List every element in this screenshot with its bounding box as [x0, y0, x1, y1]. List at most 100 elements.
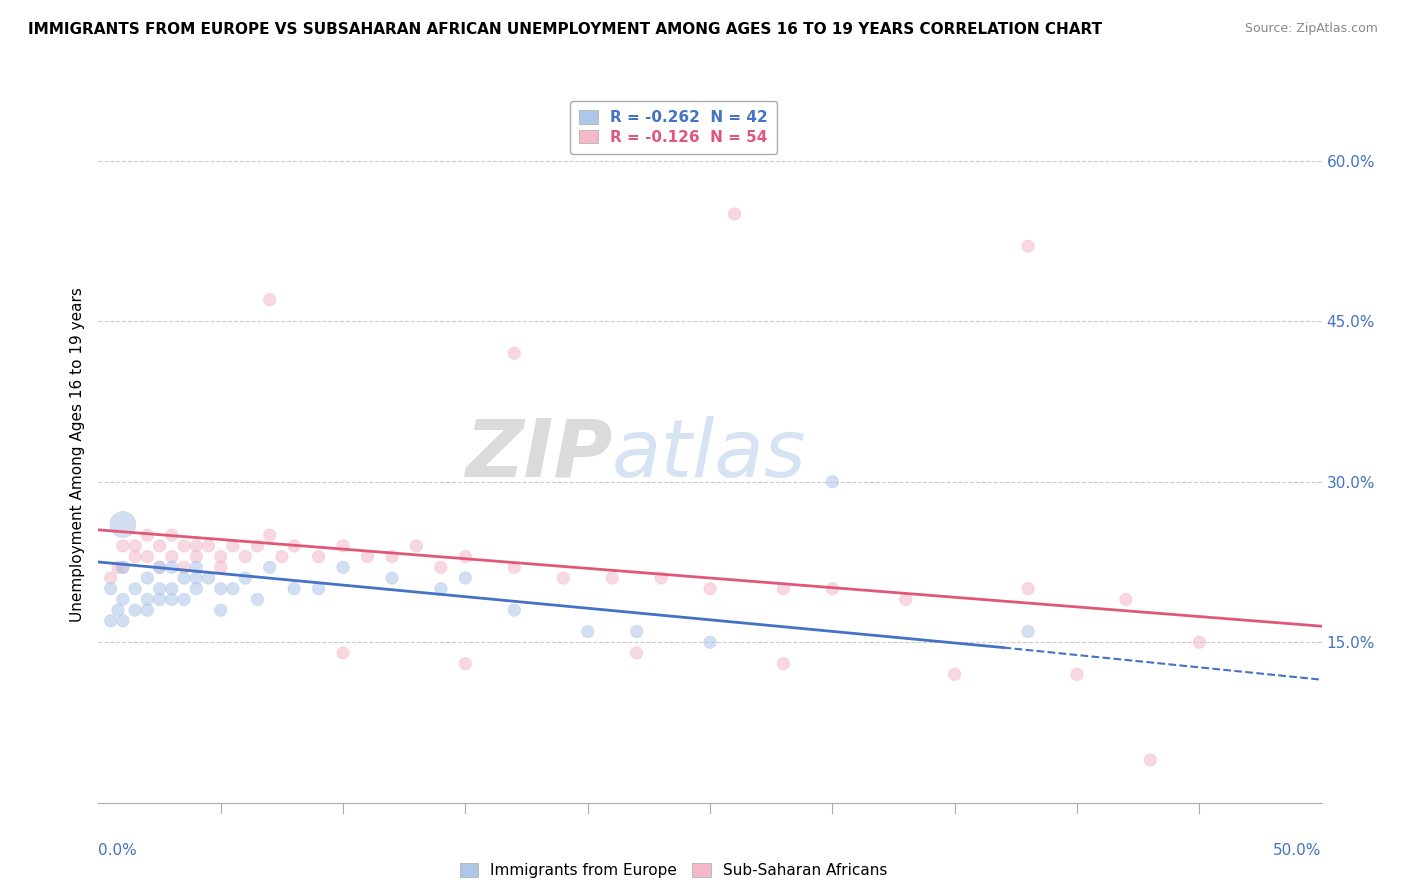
Point: [454, 657, 477, 671]
Point: [233, 549, 256, 564]
Text: 50.0%: 50.0%: [1274, 843, 1322, 858]
Point: [894, 592, 917, 607]
Point: [209, 549, 232, 564]
Point: [1066, 667, 1088, 681]
Point: [124, 539, 146, 553]
Legend: Immigrants from Europe, Sub-Saharan Africans: Immigrants from Europe, Sub-Saharan Afri…: [451, 855, 894, 886]
Point: [821, 475, 844, 489]
Point: [308, 582, 330, 596]
Point: [1017, 582, 1039, 596]
Point: [136, 571, 159, 585]
Point: [160, 528, 183, 542]
Y-axis label: Unemployment Among Ages 16 to 19 years: Unemployment Among Ages 16 to 19 years: [69, 287, 84, 623]
Point: [259, 293, 281, 307]
Text: Source: ZipAtlas.com: Source: ZipAtlas.com: [1244, 22, 1378, 36]
Point: [723, 207, 745, 221]
Point: [209, 603, 232, 617]
Point: [332, 646, 354, 660]
Point: [821, 582, 844, 596]
Point: [430, 582, 453, 596]
Point: [186, 539, 208, 553]
Text: IMMIGRANTS FROM EUROPE VS SUBSAHARAN AFRICAN UNEMPLOYMENT AMONG AGES 16 TO 19 YE: IMMIGRANTS FROM EUROPE VS SUBSAHARAN AFR…: [28, 22, 1102, 37]
Point: [186, 549, 208, 564]
Point: [1115, 592, 1137, 607]
Point: [136, 549, 159, 564]
Point: [160, 582, 183, 596]
Point: [381, 549, 404, 564]
Point: [160, 560, 183, 574]
Point: [405, 539, 427, 553]
Point: [283, 582, 305, 596]
Point: [283, 539, 305, 553]
Point: [772, 582, 794, 596]
Point: [124, 582, 146, 596]
Point: [246, 539, 269, 553]
Point: [124, 603, 146, 617]
Point: [186, 571, 208, 585]
Point: [222, 582, 245, 596]
Point: [222, 539, 245, 553]
Point: [173, 560, 195, 574]
Point: [430, 560, 453, 574]
Point: [160, 549, 183, 564]
Point: [173, 539, 195, 553]
Point: [454, 549, 477, 564]
Point: [111, 592, 134, 607]
Point: [186, 582, 208, 596]
Text: atlas: atlas: [612, 416, 807, 494]
Point: [100, 582, 122, 596]
Point: [186, 560, 208, 574]
Point: [136, 592, 159, 607]
Point: [503, 560, 526, 574]
Point: [149, 539, 172, 553]
Point: [270, 549, 294, 564]
Text: ZIP: ZIP: [465, 416, 612, 494]
Point: [699, 635, 721, 649]
Point: [381, 571, 404, 585]
Point: [1017, 239, 1039, 253]
Point: [136, 528, 159, 542]
Point: [772, 657, 794, 671]
Point: [259, 560, 281, 574]
Point: [699, 582, 721, 596]
Point: [160, 592, 183, 607]
Point: [259, 528, 281, 542]
Point: [503, 346, 526, 360]
Point: [149, 582, 172, 596]
Point: [356, 549, 378, 564]
Point: [111, 517, 134, 532]
Point: [107, 603, 129, 617]
Point: [124, 549, 146, 564]
Point: [197, 571, 219, 585]
Point: [1188, 635, 1211, 649]
Point: [308, 549, 330, 564]
Point: [943, 667, 966, 681]
Point: [246, 592, 269, 607]
Point: [332, 539, 354, 553]
Point: [233, 571, 256, 585]
Point: [576, 624, 599, 639]
Point: [503, 603, 526, 617]
Point: [136, 603, 159, 617]
Point: [600, 571, 623, 585]
Point: [111, 539, 134, 553]
Point: [111, 560, 134, 574]
Point: [209, 560, 232, 574]
Point: [173, 571, 195, 585]
Point: [626, 646, 648, 660]
Point: [650, 571, 672, 585]
Point: [209, 582, 232, 596]
Point: [111, 560, 134, 574]
Point: [332, 560, 354, 574]
Point: [111, 614, 134, 628]
Point: [1017, 624, 1039, 639]
Point: [626, 624, 648, 639]
Point: [149, 560, 172, 574]
Point: [197, 539, 219, 553]
Point: [173, 592, 195, 607]
Point: [107, 560, 129, 574]
Point: [1139, 753, 1161, 767]
Point: [100, 614, 122, 628]
Point: [149, 560, 172, 574]
Point: [149, 592, 172, 607]
